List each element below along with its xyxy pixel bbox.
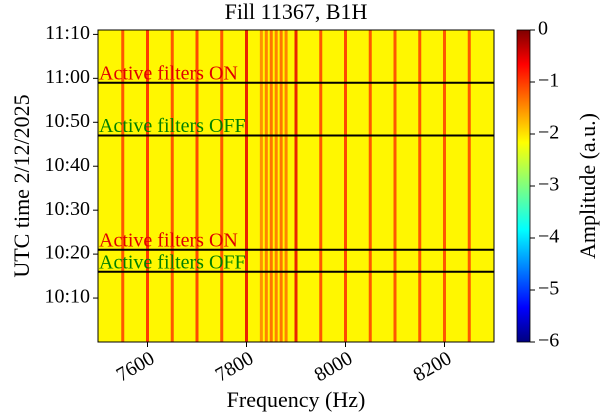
spectral-stripe [269, 30, 273, 342]
colorbar-tick-label: −2 [538, 122, 559, 144]
colorbar-tick-label: −6 [538, 330, 559, 352]
spectral-stripe [279, 30, 283, 342]
spectral-stripe [121, 30, 125, 342]
spectral-stripe [418, 30, 422, 342]
colorbar-tick-label: 0 [538, 18, 548, 40]
annotation-text: Active filters OFF [99, 115, 246, 137]
spectral-stripe [393, 30, 397, 342]
spectral-stripe [220, 30, 224, 342]
colorbar-tick-label: −3 [538, 174, 559, 196]
annotation-text: Active filters OFF [99, 251, 246, 273]
plot-frame [97, 29, 495, 343]
x-axis-label: Frequency (Hz) [227, 387, 366, 412]
spectral-stripe [245, 30, 248, 342]
annotation-text: Active filters ON [99, 229, 238, 251]
chart-title: Fill 11367, B1H [225, 0, 368, 24]
spectral-stripe [319, 30, 323, 342]
spectral-stripe [467, 30, 471, 342]
y-tick-label: 10:30 [44, 198, 90, 220]
y-axis-label: UTC time 2/12/2025 [9, 94, 34, 277]
colorbar [516, 29, 531, 343]
colorbar-tick-label: −1 [538, 70, 559, 92]
colorbar-label: Amplitude (a.u.) [575, 113, 600, 259]
y-tick-label: 10:20 [44, 242, 90, 264]
spectral-stripe [284, 30, 288, 342]
spectral-stripe [259, 30, 263, 342]
x-tick-label: 8000 [311, 347, 357, 386]
spectral-stripe [274, 30, 278, 342]
y-tick-label: 11:00 [45, 66, 90, 88]
y-tick-label: 10:50 [44, 110, 90, 132]
x-tick-label: 7600 [113, 347, 159, 386]
spectral-stripe [146, 30, 149, 342]
annotation-text: Active filters ON [99, 62, 238, 84]
spectral-stripe [368, 30, 372, 342]
x-tick-label: 7800 [212, 347, 258, 386]
spectral-stripe [443, 30, 446, 342]
x-tick-label: 8200 [410, 347, 456, 386]
y-tick-label: 10:40 [44, 154, 90, 176]
spectral-stripe [344, 30, 347, 342]
spectral-stripe [170, 30, 174, 342]
spectral-stripe [264, 30, 268, 342]
colorbar-tick-label: −4 [538, 226, 559, 248]
spectral-stripe [294, 30, 298, 342]
spectral-stripe [195, 30, 199, 342]
y-tick-label: 11:10 [45, 22, 90, 44]
y-tick-label: 10:10 [44, 286, 90, 308]
colorbar-tick-label: −5 [538, 278, 559, 300]
